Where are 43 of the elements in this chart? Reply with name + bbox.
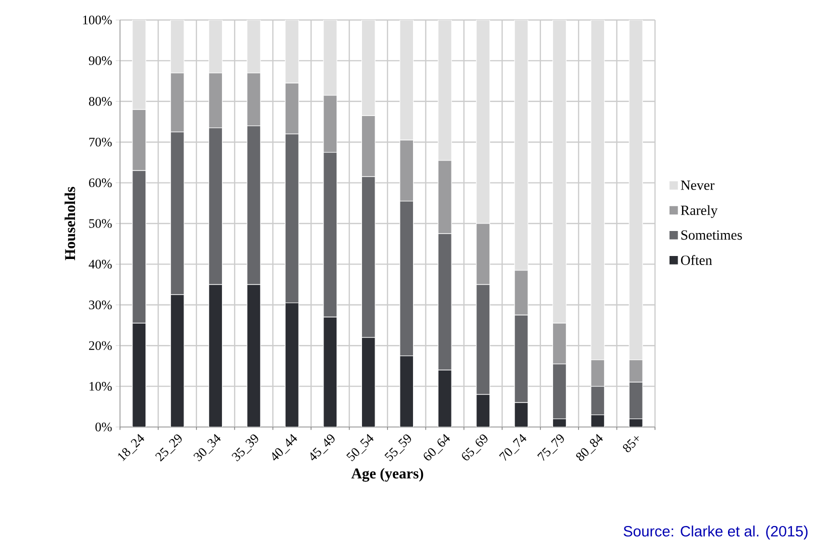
y-tick-label: 90% <box>88 56 112 66</box>
y-tick-label: 70% <box>89 138 112 146</box>
bar <box>476 394 490 427</box>
y-tick-label: 0% <box>95 422 112 432</box>
bar <box>476 20 490 224</box>
legend-label: Often <box>681 255 712 265</box>
bar <box>400 20 414 140</box>
y-tick-label: 80% <box>88 97 112 106</box>
bar <box>132 20 146 110</box>
bar <box>246 284 261 427</box>
legend-label: Rarely <box>680 205 718 218</box>
legend-label: Sometimes <box>681 230 742 240</box>
bar <box>208 20 223 74</box>
y-axis-title: Households <box>64 186 76 260</box>
bar <box>170 294 184 427</box>
bar <box>132 322 146 427</box>
bar <box>590 20 605 360</box>
y-tick-label: 20% <box>89 341 112 350</box>
y-tick-label: 40% <box>88 260 112 269</box>
bar <box>438 20 452 161</box>
bar <box>323 316 338 427</box>
bar <box>552 20 566 324</box>
bar <box>170 20 184 74</box>
y-tick-label: 100% <box>83 16 112 24</box>
bar <box>514 20 528 271</box>
bar <box>284 20 299 84</box>
bar <box>438 370 452 427</box>
y-tick-label: 10% <box>90 382 112 391</box>
bar <box>246 20 261 74</box>
bar <box>361 337 376 427</box>
bar <box>400 355 414 427</box>
bar <box>323 20 338 96</box>
bar <box>361 20 376 116</box>
y-tick-label: 30% <box>89 300 112 310</box>
x-axis-title: Age (years) <box>351 468 424 482</box>
bar <box>628 20 643 360</box>
y-tick-label: 60% <box>89 178 112 188</box>
bar <box>284 302 299 427</box>
y-tick-label: 50% <box>89 219 112 228</box>
legend-label: Never <box>680 180 714 190</box>
source-note: Source: Clarke et al. (2015) <box>624 526 808 540</box>
x-tick-label: 85+ <box>622 436 639 452</box>
bar <box>208 284 223 427</box>
